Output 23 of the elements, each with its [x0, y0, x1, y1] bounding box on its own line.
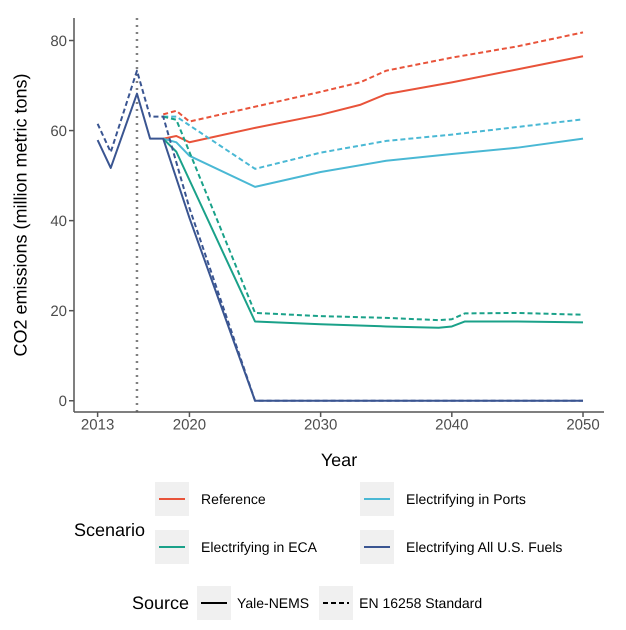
y-tick-label: 60: [50, 122, 67, 140]
y-tick-label: 20: [50, 303, 67, 320]
x-tick-label: 2013: [80, 416, 114, 434]
text: EN 16258 Standard: [359, 595, 482, 611]
y-tick-label: 0: [58, 393, 67, 410]
y-tick-label: 40: [50, 212, 67, 230]
x-tick-label: 2020: [172, 416, 206, 434]
text: Source: [132, 592, 190, 614]
x-tick-label: 2030: [304, 416, 338, 434]
x-tick-label: 2050: [566, 416, 600, 434]
legend-label: Electrifying in Ports: [406, 491, 526, 507]
line-series: [162, 55, 584, 144]
legend-label: Reference: [201, 491, 266, 507]
legend-label: Electrifying All U.S. Fuels: [406, 539, 562, 555]
y-tick-label: 80: [50, 32, 67, 50]
x-axis-title: Year: [320, 450, 358, 470]
legend-title: Scenario: [74, 520, 146, 540]
legend-label: Electrifying in ECA: [201, 539, 317, 555]
x-tick-label: 2040: [435, 416, 469, 434]
line-series: [162, 138, 584, 188]
y-axis-title: CO2 emissions (million metric tons): [10, 73, 30, 357]
line-series: [162, 31, 584, 123]
text: Yale-NEMS: [237, 595, 310, 611]
